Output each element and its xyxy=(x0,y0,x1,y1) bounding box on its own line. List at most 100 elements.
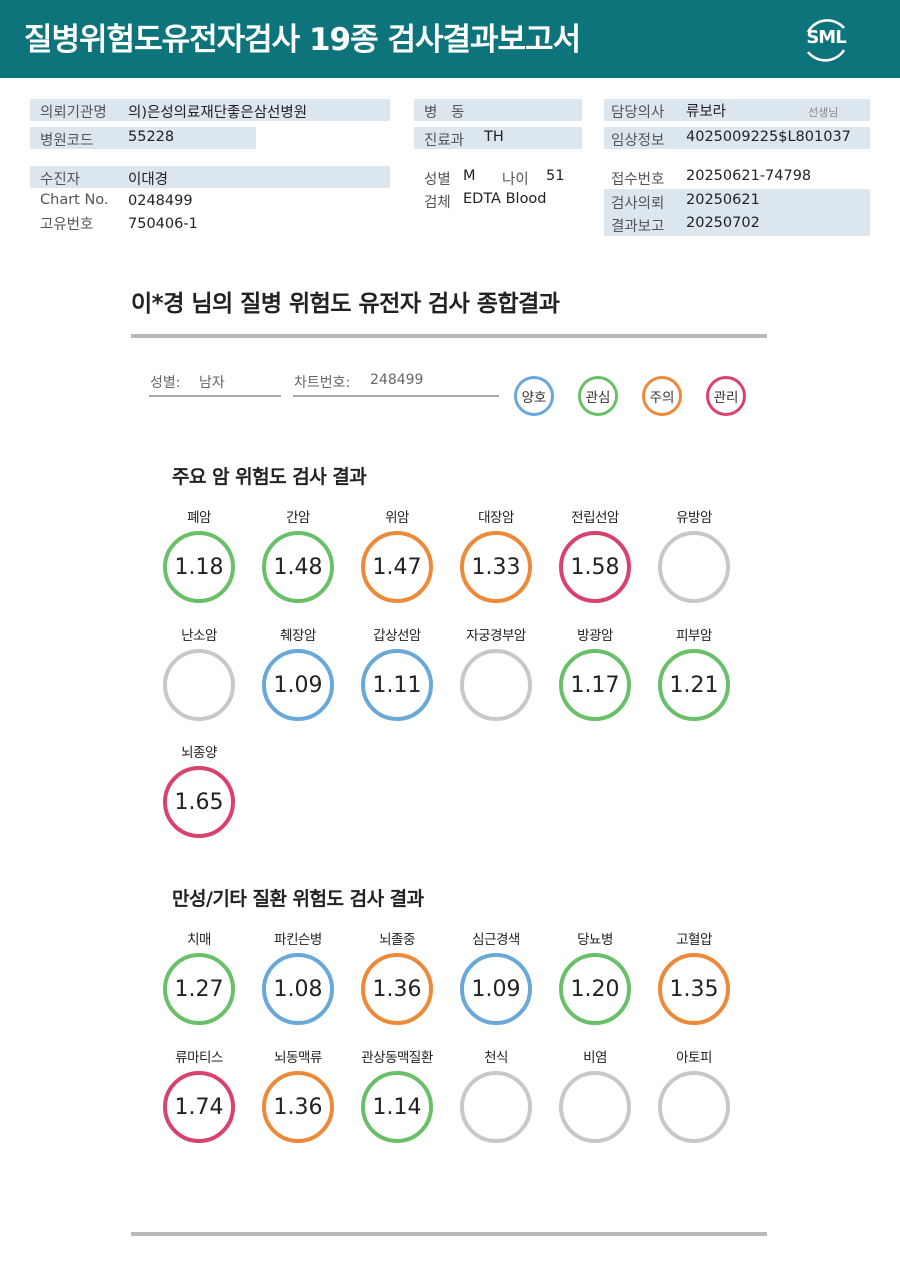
ward-bar xyxy=(414,99,582,121)
result-label: 위암 xyxy=(385,510,409,526)
result-value-circle: 1.27 xyxy=(163,953,235,1025)
result-label: 당뇨병 xyxy=(577,932,613,948)
result-label: 아토피 xyxy=(676,1050,712,1066)
sex-label: 성별 xyxy=(424,172,451,188)
age-value: 51 xyxy=(546,168,565,184)
result-label: 난소암 xyxy=(181,628,217,644)
result-value-circle xyxy=(658,1071,730,1143)
result-label: 전립선암 xyxy=(571,510,619,526)
result-label: 천식 xyxy=(484,1050,508,1066)
request-date-label: 검사의뢰 xyxy=(611,196,665,212)
result-label: 유방암 xyxy=(676,510,712,526)
summary-title: 이*경 님의 질병 위험도 유전자 검사 종합결과 xyxy=(131,291,560,317)
result-value-circle: 1.09 xyxy=(262,649,334,721)
result-label: 비염 xyxy=(583,1050,607,1066)
result-value-circle: 1.48 xyxy=(262,531,334,603)
hospital-code-bar xyxy=(30,127,256,149)
department-value: TH xyxy=(484,129,504,145)
report-date-label: 결과보고 xyxy=(611,219,665,235)
result-label: 피부암 xyxy=(676,628,712,644)
report-header: 질병위험도유전자검사 19종 검사결과보고서 SML xyxy=(0,0,900,78)
dates-bar xyxy=(604,189,870,236)
result-value-circle xyxy=(460,1071,532,1143)
receipt-no-label: 접수번호 xyxy=(611,172,665,188)
summary-sex-value: 남자 xyxy=(199,375,225,391)
result-label: 폐암 xyxy=(187,510,211,526)
bottom-divider xyxy=(131,1232,767,1236)
unique-no-value: 750406-1 xyxy=(128,216,198,232)
result-label: 뇌종양 xyxy=(181,745,217,761)
result-label: 치매 xyxy=(187,932,211,948)
result-value-circle: 1.18 xyxy=(163,531,235,603)
result-value-circle: 1.08 xyxy=(262,953,334,1025)
result-value-circle: 1.47 xyxy=(361,531,433,603)
result-label: 뇌졸중 xyxy=(379,932,415,948)
sex-underline xyxy=(149,395,281,397)
result-label: 방광암 xyxy=(577,628,613,644)
result-label: 자궁경부암 xyxy=(466,628,526,644)
legend-2: 관심 xyxy=(578,376,618,416)
sex-value: M xyxy=(463,168,476,184)
result-label: 간암 xyxy=(286,510,310,526)
doctor-value: 류보라 xyxy=(686,104,727,120)
result-label: 관상동맥질환 xyxy=(361,1050,433,1066)
result-value-circle xyxy=(559,1071,631,1143)
hospital-code-label: 병원코드 xyxy=(40,133,94,149)
sml-logo: SML xyxy=(800,14,852,66)
result-value-circle: 1.11 xyxy=(361,649,433,721)
legend-4: 관리 xyxy=(706,376,746,416)
result-value-circle: 1.14 xyxy=(361,1071,433,1143)
result-label: 췌장암 xyxy=(280,628,316,644)
result-label: 갑상선암 xyxy=(373,628,421,644)
result-label: 류마티스 xyxy=(175,1050,223,1066)
result-label: 뇌동맥류 xyxy=(274,1050,322,1066)
result-value-circle xyxy=(658,531,730,603)
top-divider xyxy=(131,334,767,338)
result-value-circle: 1.21 xyxy=(658,649,730,721)
chart-underline xyxy=(293,395,499,397)
chronic-section-title: 만성/기타 질환 위험도 검사 결과 xyxy=(172,888,424,910)
logo-text: SML xyxy=(806,27,846,48)
result-value-circle: 1.58 xyxy=(559,531,631,603)
request-date-value: 20250621 xyxy=(686,192,760,208)
result-label: 파킨슨병 xyxy=(274,932,322,948)
report-title: 질병위험도유전자검사 19종 검사결과보고서 xyxy=(24,22,581,58)
department-label: 진료과 xyxy=(424,133,465,149)
result-value-circle xyxy=(163,649,235,721)
result-value-circle: 1.36 xyxy=(262,1071,334,1143)
legend-1: 양호 xyxy=(514,376,554,416)
summary-chart-label: 차트번호: xyxy=(294,375,351,391)
department-bar xyxy=(414,127,582,149)
logo-ring-icon xyxy=(806,19,846,62)
result-value-circle: 1.65 xyxy=(163,766,235,838)
doctor-bar xyxy=(604,99,870,121)
report-date-value: 20250702 xyxy=(686,215,760,231)
chart-no-value: 0248499 xyxy=(128,193,193,209)
clinical-info-value: 4025009225$L801037 xyxy=(686,129,851,145)
result-value-circle: 1.35 xyxy=(658,953,730,1025)
clinical-info-bar xyxy=(604,127,870,149)
result-value-circle: 1.20 xyxy=(559,953,631,1025)
result-value-circle xyxy=(460,649,532,721)
summary-chart-value: 248499 xyxy=(370,372,424,388)
institution-label: 의뢰기관명 xyxy=(40,105,107,121)
receipt-no-value: 20250621-74798 xyxy=(686,168,812,184)
unique-no-label: 고유번호 xyxy=(40,217,94,233)
summary-sex-label: 성별: xyxy=(150,375,181,391)
institution-value: 의)은성의료재단좋은삼선병원 xyxy=(128,105,308,121)
age-label: 나이 xyxy=(502,172,529,188)
result-value-circle: 1.36 xyxy=(361,953,433,1025)
result-label: 대장암 xyxy=(478,510,514,526)
result-value-circle: 1.17 xyxy=(559,649,631,721)
result-label: 고혈압 xyxy=(676,932,712,948)
hospital-code-value: 55228 xyxy=(128,129,175,145)
patient-value: 이대경 xyxy=(128,172,169,188)
patient-bar xyxy=(30,166,390,188)
legend-3: 주의 xyxy=(642,376,682,416)
cancer-section-title: 주요 암 위험도 검사 결과 xyxy=(172,466,367,488)
result-value-circle: 1.09 xyxy=(460,953,532,1025)
result-value-circle: 1.33 xyxy=(460,531,532,603)
specimen-value: EDTA Blood xyxy=(463,191,547,207)
institution-bar xyxy=(30,99,390,121)
result-value-circle: 1.74 xyxy=(163,1071,235,1143)
